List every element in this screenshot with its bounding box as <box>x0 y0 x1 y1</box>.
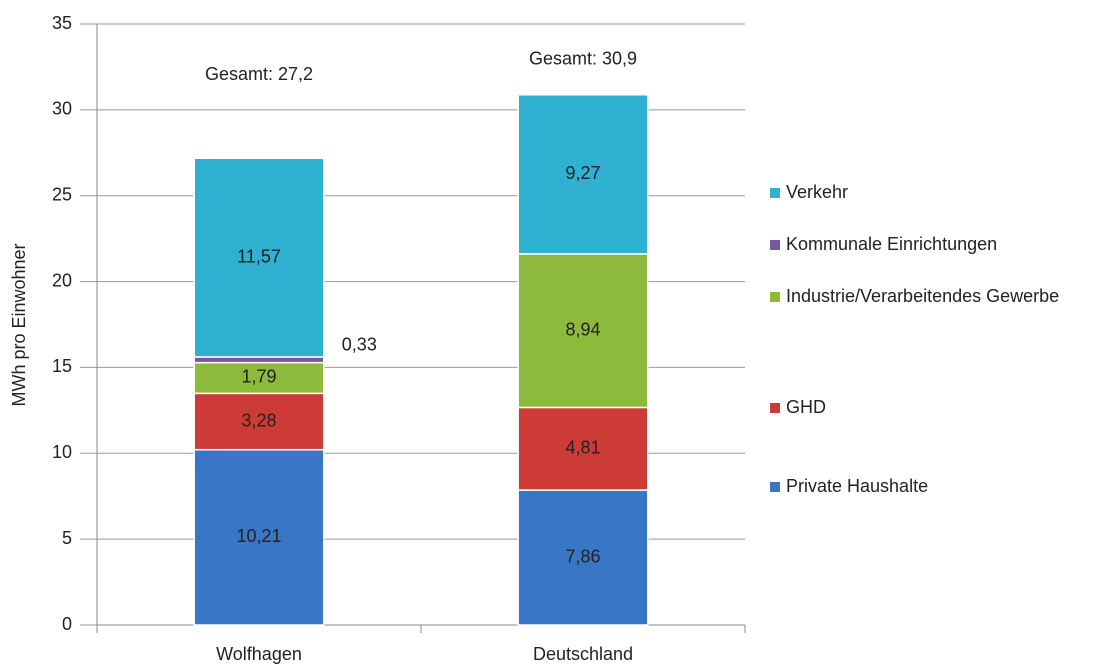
data-label: 8,94 <box>565 319 600 339</box>
y-axis-title: MWh pro Einwohner <box>9 243 29 406</box>
legend-label: Kommunale Einrichtungen <box>786 234 998 254</box>
legend-label: Verkehr <box>786 182 849 202</box>
legend-label: GHD <box>786 397 826 417</box>
data-label: 7,86 <box>565 546 600 566</box>
y-tick-label: 25 <box>52 184 72 204</box>
data-label: 1,79 <box>241 367 276 387</box>
legend-item: Private Haushalte <box>770 470 1090 503</box>
data-label: 10,21 <box>236 526 281 546</box>
legend-swatch <box>770 482 780 492</box>
legend-swatch <box>770 188 780 198</box>
data-label: 9,27 <box>565 163 600 183</box>
bar-segment <box>517 406 649 491</box>
legend-swatch <box>770 292 780 302</box>
bar-segment <box>193 448 325 626</box>
legend-item: GHD <box>770 391 1090 424</box>
legend-item: Kommunale Einrichtungen <box>770 228 1090 261</box>
y-tick-label: 0 <box>62 614 72 634</box>
y-tick-label: 35 <box>52 13 72 33</box>
y-tick-label: 10 <box>52 442 72 462</box>
data-label: 11,57 <box>237 246 281 266</box>
bar-segment <box>517 93 649 255</box>
y-tick-label: 20 <box>52 270 72 290</box>
x-tick-label: Deutschland <box>533 644 633 664</box>
total-label: Gesamt: 30,9 <box>529 48 637 68</box>
legend-swatch <box>770 240 780 250</box>
total-label: Gesamt: 27,2 <box>205 64 313 84</box>
y-tick-label: 15 <box>52 356 72 376</box>
legend-item: Industrie/Verarbeitendes Gewerbe <box>770 280 1090 313</box>
x-tick-label: Wolfhagen <box>216 644 302 664</box>
bar-segment <box>193 356 325 364</box>
bar-segment <box>517 253 649 409</box>
bar-segment <box>193 392 325 451</box>
legend-item: Verkehr <box>770 176 1090 209</box>
bar-segment <box>193 361 325 395</box>
y-tick-label: 30 <box>52 99 72 119</box>
data-label: 3,28 <box>241 410 276 430</box>
legend-label: Private Haushalte <box>786 476 929 496</box>
data-label: 0,33 <box>342 335 377 355</box>
legend-swatch <box>770 403 780 413</box>
data-label: 4,81 <box>565 437 600 457</box>
y-tick-label: 5 <box>62 528 72 548</box>
bar-segment <box>193 157 325 358</box>
bar-segment <box>517 489 649 626</box>
legend-label: Industrie/Verarbeitendes Gewerbe <box>786 286 1060 306</box>
